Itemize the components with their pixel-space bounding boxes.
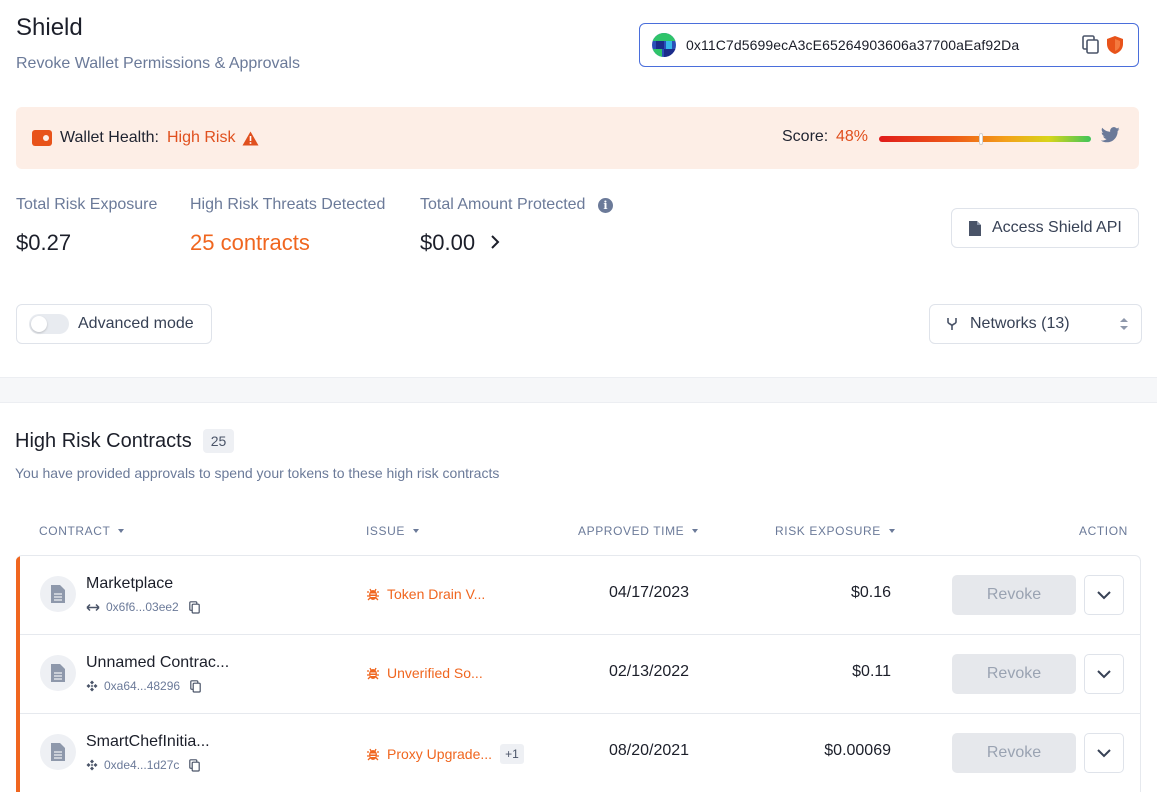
contract-avatar — [40, 734, 76, 770]
contract-address: 0xde4...1d27c — [86, 758, 201, 772]
arrows-icon — [86, 603, 100, 611]
bug-icon — [367, 588, 379, 601]
chevron-down-icon — [1097, 591, 1111, 600]
high-risk-contracts-section: High Risk Contracts 25 You have provided… — [0, 402, 1157, 792]
copy-icon[interactable] — [189, 758, 201, 772]
shield-icon[interactable] — [1106, 35, 1124, 55]
advanced-mode-label: Advanced mode — [78, 315, 194, 332]
document-icon — [51, 585, 65, 603]
twitter-icon[interactable] — [1101, 127, 1120, 143]
document-icon — [51, 743, 65, 761]
risk-exposure-value: $0.16 — [850, 584, 891, 601]
copy-icon[interactable] — [188, 600, 200, 614]
column-header-issue[interactable]: ISSUE — [366, 524, 420, 538]
approved-date: 02/13/2022 — [609, 663, 690, 680]
contract-name: Unnamed Contrac... — [86, 654, 230, 671]
wallet-icon — [32, 130, 52, 146]
copy-icon[interactable] — [1082, 35, 1100, 55]
contract-address: 0x6f6...03ee2 — [86, 600, 200, 614]
score-value: 48% — [836, 128, 869, 145]
amount-protected-value[interactable]: $0.00 — [420, 230, 476, 255]
contract-address: 0xa64...48296 — [86, 679, 201, 693]
risk-exposure-value: $0.00069 — [824, 742, 891, 759]
revoke-button[interactable]: Revoke — [952, 575, 1076, 615]
section-title: High Risk Contracts — [15, 430, 192, 452]
score-knob — [978, 133, 983, 145]
expand-row-button[interactable] — [1084, 733, 1124, 773]
table-row[interactable]: SmartChefInitia... 0xde4...1d27c Proxy U… — [16, 714, 1140, 792]
networks-select[interactable]: Networks (13) — [929, 304, 1142, 344]
contract-avatar — [40, 576, 76, 612]
copy-icon[interactable] — [190, 679, 201, 693]
document-icon — [969, 220, 981, 236]
bug-icon — [367, 667, 379, 680]
expand-row-button[interactable] — [1084, 654, 1124, 694]
access-shield-api-button[interactable]: Access Shield API — [951, 208, 1139, 248]
expand-row-button[interactable] — [1084, 575, 1124, 615]
page-title: Shield — [16, 14, 83, 41]
wallet-health-label: Wallet Health: — [60, 129, 159, 146]
column-header-approved-time[interactable]: APPROVED TIME — [578, 524, 699, 538]
threats-detected-label: High Risk Threats Detected — [190, 196, 386, 213]
networks-label: Networks (13) — [970, 315, 1070, 332]
select-arrows-icon — [1120, 318, 1128, 330]
total-risk-exposure-value: $0.27 — [16, 230, 72, 255]
document-icon — [51, 664, 65, 682]
column-header-risk-exposure[interactable]: RISK EXPOSURE — [775, 524, 895, 538]
wallet-address: 0x11C7d5699ecA3cE65264903606a37700aEaf92… — [686, 37, 1020, 53]
wallet-health-banner: Wallet Health: High Risk Score: 48% — [16, 107, 1139, 169]
bug-icon — [367, 748, 379, 761]
approved-date: 04/17/2023 — [609, 584, 690, 601]
section-subtitle: You have provided approvals to spend you… — [15, 465, 500, 481]
avatar — [652, 33, 676, 57]
contracts-table: Marketplace 0x6f6...03ee2 Token Drain V.… — [16, 555, 1141, 792]
issue-label[interactable]: Unverified So... — [366, 665, 483, 681]
issue-label[interactable]: Token Drain V... — [366, 586, 485, 602]
score-bar — [879, 133, 1091, 145]
access-shield-api-label: Access Shield API — [992, 219, 1122, 236]
section-divider — [0, 377, 1157, 402]
issue-label[interactable]: Proxy Upgrade... +1 — [366, 744, 524, 764]
page-subtitle: Revoke Wallet Permissions & Approvals — [16, 55, 300, 72]
bnb-icon — [86, 759, 98, 771]
contract-name: SmartChefInitia... — [86, 733, 210, 750]
wallet-overview: Shield Revoke Wallet Permissions & Appro… — [0, 0, 1157, 377]
info-icon[interactable]: i — [598, 198, 613, 213]
column-header-action: ACTION — [1079, 524, 1128, 538]
warning-icon — [242, 131, 259, 145]
column-header-contract[interactable]: CONTRACT — [39, 524, 125, 538]
chevron-right-icon[interactable] — [490, 234, 500, 250]
amount-protected-label: Total Amount Protected — [420, 196, 586, 213]
threats-detected-value: 25 contracts — [190, 230, 310, 255]
bnb-icon — [86, 680, 98, 692]
score-label: Score: — [782, 128, 829, 145]
risk-exposure-value: $0.11 — [852, 663, 891, 680]
toggle-switch[interactable] — [29, 314, 69, 334]
contract-name: Marketplace — [86, 575, 174, 592]
chevron-down-icon — [1097, 749, 1111, 758]
wallet-health-value: High Risk — [167, 129, 236, 146]
table-row[interactable]: Marketplace 0x6f6...03ee2 Token Drain V.… — [16, 556, 1140, 635]
total-risk-exposure-label: Total Risk Exposure — [16, 196, 158, 213]
contract-avatar — [40, 655, 76, 691]
chevron-down-icon — [1097, 670, 1111, 679]
network-fork-icon — [947, 318, 957, 330]
advanced-mode-toggle[interactable]: Advanced mode — [16, 304, 212, 344]
contracts-count-badge: 25 — [203, 429, 234, 453]
revoke-button[interactable]: Revoke — [952, 733, 1076, 773]
extra-issues-badge[interactable]: +1 — [500, 744, 524, 764]
table-row[interactable]: Unnamed Contrac... 0xa64...48296 Unverif… — [16, 635, 1140, 714]
wallet-address-box[interactable]: 0x11C7d5699ecA3cE65264903606a37700aEaf92… — [639, 23, 1139, 67]
revoke-button[interactable]: Revoke — [952, 654, 1076, 694]
approved-date: 08/20/2021 — [609, 742, 690, 759]
